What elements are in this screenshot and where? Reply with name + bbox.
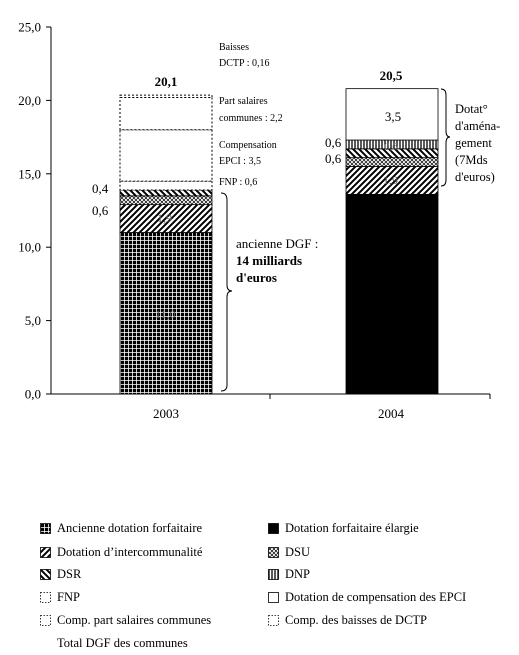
bar-2003-dotation-de-compensation-des-epci [119, 129, 213, 182]
annotation-baisses-2: DCTP : 0,16 [219, 58, 269, 69]
legend-label: Dotation forfaitaire élargie [285, 521, 419, 535]
y-tick-label: 25,0 [18, 20, 41, 35]
annotation-part-salaires-2: communes : 2,2 [219, 113, 283, 124]
bar-2003-dsu [119, 195, 213, 206]
legend-item: Comp. part salaires communes [40, 613, 211, 628]
legend-swatch [268, 547, 279, 558]
bar-2003-dotation-d-intercommunalit- [119, 204, 213, 233]
data-label-2004-dsu: 0,6 [325, 151, 342, 166]
legend-item: Total DGF des communes [40, 636, 188, 651]
brace-dotation-amenagement [440, 88, 451, 187]
legend-label: FNP [57, 590, 80, 604]
legend-label: Total DGF des communes [57, 636, 188, 650]
annotation-compensation-2: EPCI : 3,5 [219, 156, 261, 167]
annotation-dotat-5: d'euros) [455, 170, 495, 184]
legend: Ancienne dotation forfaitaire Dotation fo… [40, 521, 510, 651]
annotation-fnp: FNP : 0,6 [219, 177, 257, 188]
bar-2003-fnp [119, 180, 213, 191]
legend-swatch [40, 615, 51, 626]
bar-2003-comp-des-baisses-de-dctp [119, 94, 213, 98]
annotation-baisses-1: Baisses [219, 42, 249, 53]
legend-item: DNP [268, 567, 310, 582]
annotation-compensation-1: Compensation [219, 140, 277, 151]
x-tick-label-2003: 2003 [153, 406, 179, 421]
y-ticks: 0,0 5,0 10,0 15,0 20,0 25,0 [18, 20, 51, 402]
y-tick-label: 15,0 [18, 166, 41, 181]
x-tick-labels: 2003 2004 [153, 406, 405, 421]
legend-label: DSR [57, 567, 82, 581]
bar-2004-dotation-de-compensation-des-epci [345, 88, 439, 141]
total-label-2003: 20,1 [155, 74, 178, 89]
annotation-part-salaires-1: Part salaires [219, 96, 268, 107]
annotation-dotat-4: (7Mds [455, 153, 488, 167]
x-tick-label-2004: 2004 [378, 406, 405, 421]
annotation-dotat-3: gement [455, 136, 492, 150]
legend-label: Comp. des baisses de DCTP [285, 613, 428, 627]
legend-swatch [40, 592, 51, 603]
data-label-2004-interco: 1,9 [383, 173, 398, 187]
data-label-2004-compepci: 3,5 [385, 109, 401, 124]
legend-item: Dotation forfaitaire élargie [268, 521, 419, 536]
data-label-2003-interco: 1,9 [157, 211, 172, 225]
y-tick-label: 5,0 [25, 313, 41, 328]
y-tick-label: 0,0 [25, 387, 41, 402]
annotation-ancienne-1: ancienne DGF : [236, 236, 318, 251]
annotation-dotat-2: d'aména- [455, 119, 500, 133]
legend-item: DSU [268, 545, 310, 560]
legend-swatch [268, 523, 279, 534]
data-label-2004-dnp: 0,6 [325, 135, 342, 150]
legend-swatch [268, 615, 279, 626]
bar-2004-dotation-d-intercommunalit- [345, 166, 439, 195]
bar-2004-dotation-forfaitaire-largie [345, 193, 439, 395]
data-label-2003-base: 11,0 [155, 307, 176, 321]
legend-label: Comp. part salaires communes [57, 613, 212, 627]
y-tick-label: 10,0 [18, 240, 41, 255]
legend-item: DSR [40, 567, 81, 582]
legend-label: DNP [285, 567, 311, 581]
stacked-bar-chart: 0,0 5,0 10,0 15,0 20,0 25,0 2003 2004 20,1 20… [18, 20, 500, 422]
legend-label: Ancienne dotation forfaitaire [57, 521, 203, 535]
annotation-dotat-1: Dotat° [455, 102, 488, 116]
legend-swatch [268, 569, 279, 580]
data-label-2003-dsu: 0,6 [92, 203, 109, 218]
legend-item: Ancienne dotation forfaitaire [40, 521, 202, 536]
legend-swatch [40, 638, 51, 649]
bar-2004-dsu [345, 157, 439, 167]
legend-swatch [40, 569, 51, 580]
legend-label: Dotation de compensation des EPCI [285, 590, 467, 604]
legend-item: Dotation d’intercommunalité [40, 545, 202, 560]
legend-label: DSU [285, 545, 311, 559]
bar-2003-comp-part-salaires-communes [119, 96, 213, 131]
annotation-ancienne-3: d'euros [236, 270, 277, 285]
legend-item: Comp. des baisses de DCTP [268, 613, 427, 628]
data-label-2003-dsr: 0,4 [92, 181, 109, 196]
legend-label: Dotation d’intercommunalité [57, 545, 203, 559]
legend-swatch [268, 592, 279, 603]
legend-swatch [40, 547, 51, 558]
annotation-ancienne-2: 14 milliards [236, 253, 302, 268]
legend-item: Dotation de compensation des EPCI [268, 590, 466, 605]
bar-2003-dsr [119, 189, 213, 197]
bar-segments [119, 88, 439, 395]
brace-ancienne-dgf [220, 192, 233, 392]
data-label-2004-dnp-inner: 0,6 [384, 141, 398, 153]
total-label-2004: 20,5 [380, 68, 403, 83]
y-tick-label: 20,0 [18, 93, 41, 108]
legend-item: FNP [40, 590, 80, 605]
legend-swatch [40, 523, 51, 534]
